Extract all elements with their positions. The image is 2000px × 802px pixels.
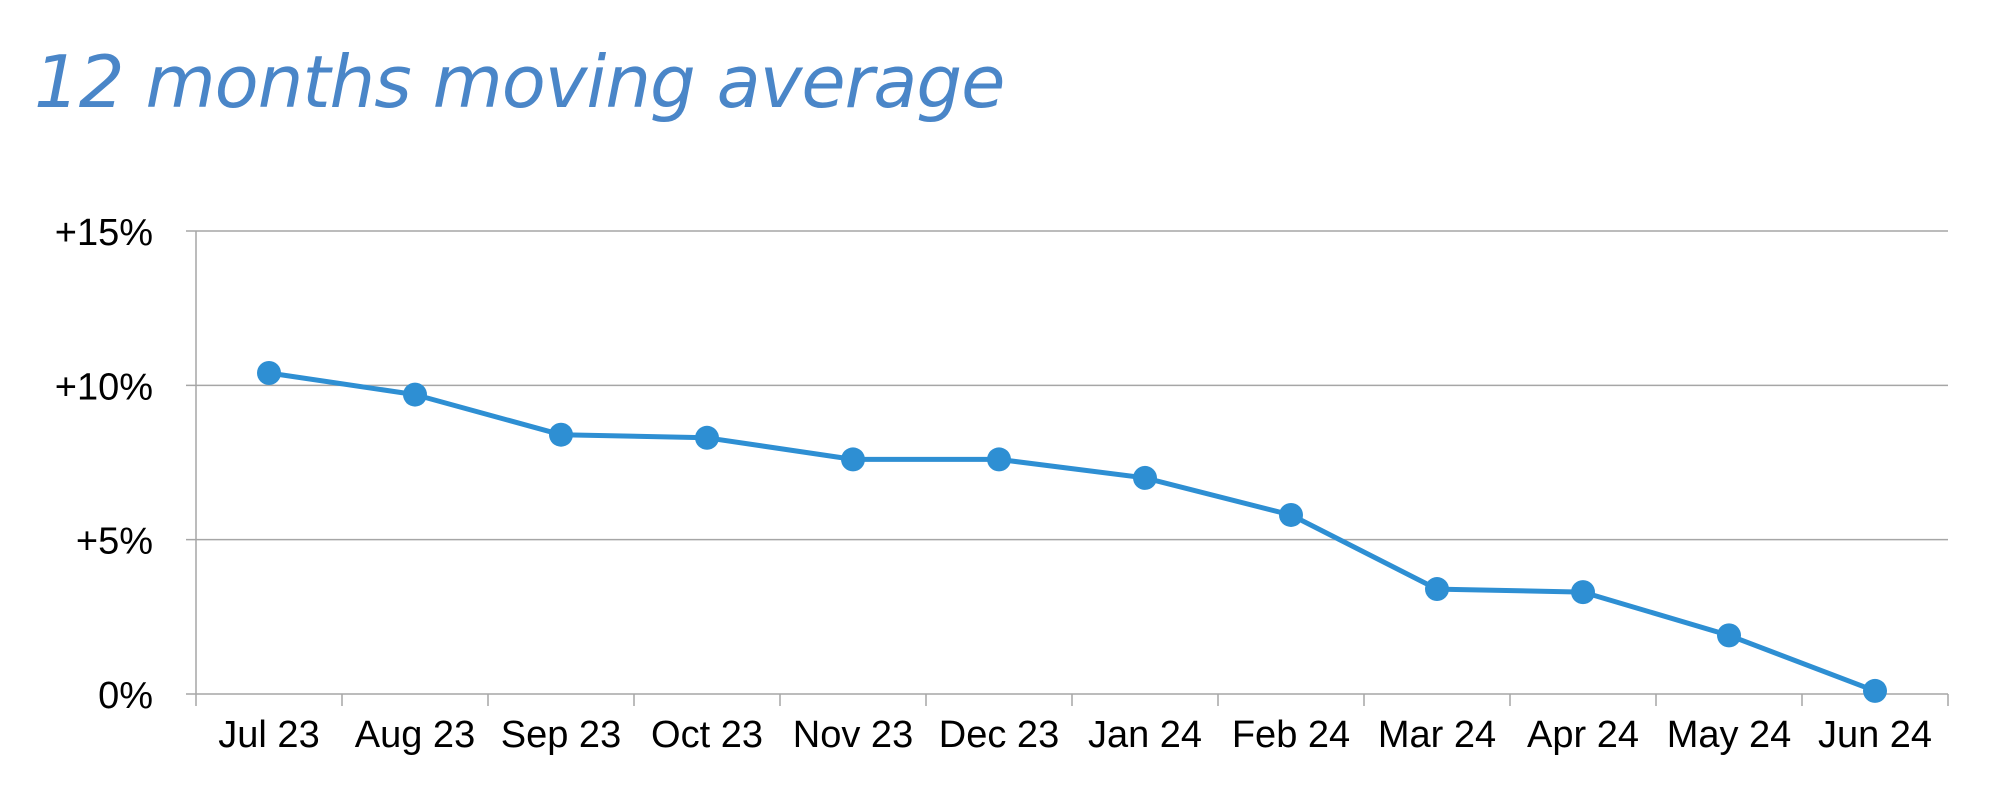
data-point: [695, 425, 719, 450]
x-tick-label: Aug 23: [355, 714, 475, 756]
data-point: [841, 447, 865, 472]
x-tick-label: Apr 24: [1527, 714, 1639, 756]
gridlines: [186, 230, 1948, 541]
y-tick-label: +15%: [55, 212, 153, 254]
x-tick-label: Dec 23: [939, 714, 1059, 756]
x-axis-ticks: Jul 23 Aug 23 Sep 23 Oct 23 Nov 23 Dec 23 Jan …: [218, 714, 1932, 756]
data-point: [987, 447, 1011, 472]
data-point: [1279, 502, 1303, 527]
y-axis-ticks: 0% +5% +10% +15%: [55, 212, 153, 717]
data-point: [403, 382, 427, 407]
x-tick-label: Feb 24: [1232, 714, 1350, 756]
data-point: [549, 422, 573, 447]
data-point: [1571, 580, 1595, 605]
series-line: [266, 370, 1878, 694]
y-tick-label: 0%: [98, 675, 153, 717]
y-tick-label: +10%: [55, 366, 153, 408]
x-tick-label: Jun 24: [1818, 714, 1932, 756]
x-tick-label: Mar 24: [1378, 714, 1496, 756]
x-tick-label: Jan 24: [1088, 714, 1202, 756]
data-point: [1717, 623, 1741, 648]
x-tick-label: Nov 23: [793, 714, 913, 756]
series-layer: [257, 360, 1887, 703]
data-point: [1133, 465, 1157, 490]
x-tick-label: May 24: [1667, 714, 1792, 756]
x-tick-label: Oct 23: [651, 714, 763, 756]
data-point: [1425, 577, 1449, 602]
axes: [186, 231, 1949, 706]
x-tick-label: Sep 23: [501, 714, 621, 756]
y-tick-label: +5%: [76, 521, 153, 563]
data-point: [1863, 678, 1887, 703]
data-point: [257, 360, 281, 385]
x-tick-label: Jul 23: [218, 714, 319, 756]
chart-title: 12 months moving average: [34, 40, 1005, 124]
